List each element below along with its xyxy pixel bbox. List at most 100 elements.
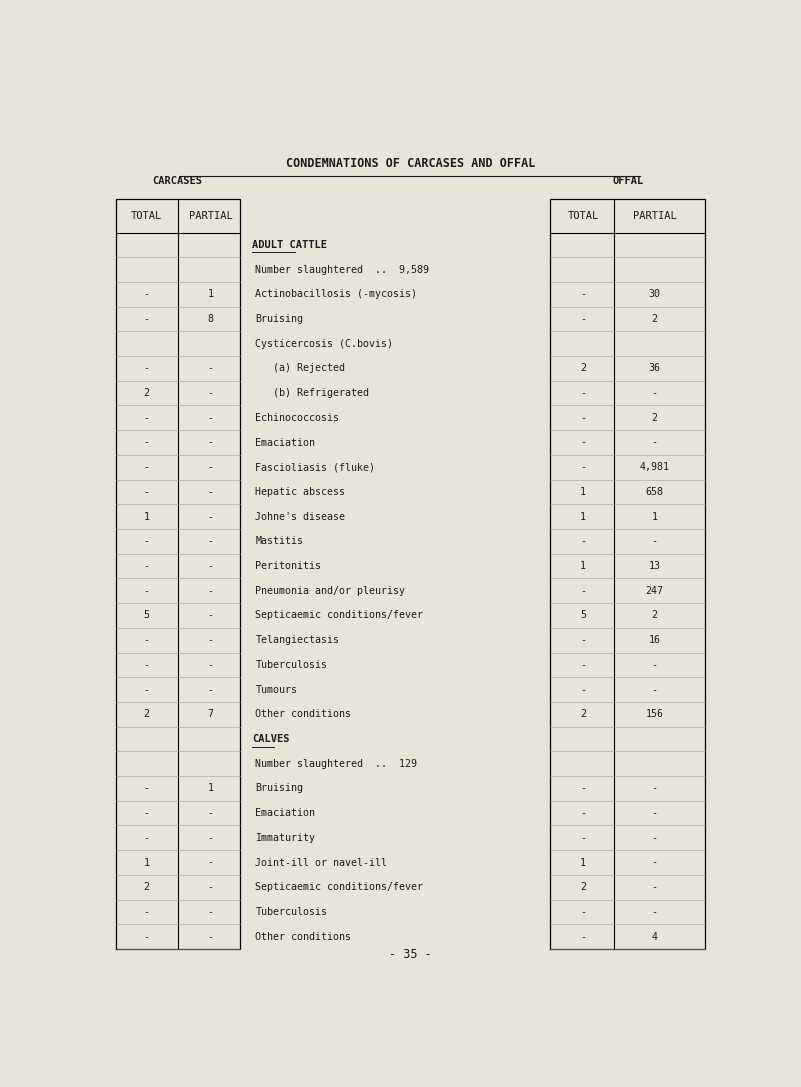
Text: -: - <box>207 660 214 670</box>
Text: Septicaemic conditions/fever: Septicaemic conditions/fever <box>256 883 423 892</box>
Text: 658: 658 <box>646 487 663 497</box>
Text: -: - <box>143 833 150 842</box>
Text: -: - <box>580 388 586 398</box>
Text: -: - <box>207 487 214 497</box>
Text: -: - <box>143 660 150 670</box>
Text: -: - <box>143 314 150 324</box>
Text: -: - <box>207 635 214 646</box>
Text: -: - <box>143 907 150 917</box>
Text: -: - <box>207 611 214 621</box>
Text: -: - <box>651 685 658 695</box>
Text: 13: 13 <box>649 561 661 571</box>
Text: PARTIAL: PARTIAL <box>189 211 232 221</box>
Text: Pneumonia and/or pleurisy: Pneumonia and/or pleurisy <box>256 586 405 596</box>
Text: Telangiectasis: Telangiectasis <box>256 635 340 646</box>
Text: -: - <box>580 438 586 448</box>
Text: -: - <box>143 487 150 497</box>
Text: -: - <box>207 388 214 398</box>
Text: OFFAL: OFFAL <box>612 176 643 187</box>
Text: 2: 2 <box>651 314 658 324</box>
Text: -: - <box>580 536 586 547</box>
Text: ADULT CATTLE: ADULT CATTLE <box>252 240 328 250</box>
Text: 2: 2 <box>580 710 586 720</box>
Text: 16: 16 <box>649 635 661 646</box>
Text: 1: 1 <box>580 512 586 522</box>
Text: TOTAL: TOTAL <box>567 211 598 221</box>
Text: -: - <box>207 685 214 695</box>
Text: CONDEMNATIONS OF CARCASES AND OFFAL: CONDEMNATIONS OF CARCASES AND OFFAL <box>286 158 535 171</box>
Text: -: - <box>580 289 586 299</box>
Text: -: - <box>651 833 658 842</box>
Text: 1: 1 <box>580 561 586 571</box>
Text: (a) Rejected: (a) Rejected <box>256 363 345 374</box>
Text: 5: 5 <box>143 611 150 621</box>
Text: Number slaughtered  ..  9,589: Number slaughtered .. 9,589 <box>256 264 429 275</box>
Text: 36: 36 <box>649 363 661 374</box>
Text: -: - <box>207 438 214 448</box>
Text: 2: 2 <box>143 388 150 398</box>
Text: 156: 156 <box>646 710 663 720</box>
Text: -: - <box>143 586 150 596</box>
Text: 247: 247 <box>646 586 663 596</box>
Text: Tuberculosis: Tuberculosis <box>256 660 328 670</box>
Text: -: - <box>580 932 586 941</box>
Text: -: - <box>207 932 214 941</box>
Text: 1: 1 <box>207 784 214 794</box>
Text: Emaciation: Emaciation <box>256 438 316 448</box>
Text: Number slaughtered  ..  129: Number slaughtered .. 129 <box>256 759 417 769</box>
Text: - 35 -: - 35 - <box>389 948 432 961</box>
Text: -: - <box>580 314 586 324</box>
Text: -: - <box>651 438 658 448</box>
Text: -: - <box>651 388 658 398</box>
Text: -: - <box>580 586 586 596</box>
Text: -: - <box>580 833 586 842</box>
Text: -: - <box>580 685 586 695</box>
Text: 4,981: 4,981 <box>639 462 670 472</box>
Text: -: - <box>580 413 586 423</box>
Text: -: - <box>207 536 214 547</box>
Text: 2: 2 <box>651 413 658 423</box>
Text: Fascioliasis (fluke): Fascioliasis (fluke) <box>256 462 376 472</box>
Text: CALVES: CALVES <box>252 734 290 744</box>
Text: -: - <box>143 932 150 941</box>
Text: 1: 1 <box>580 858 586 867</box>
Text: -: - <box>580 462 586 472</box>
Text: Echinococcosis: Echinococcosis <box>256 413 340 423</box>
Text: 8: 8 <box>207 314 214 324</box>
Text: -: - <box>580 784 586 794</box>
Text: 4: 4 <box>651 932 658 941</box>
Text: 2: 2 <box>143 883 150 892</box>
Text: 7: 7 <box>207 710 214 720</box>
Text: Hepatic abscess: Hepatic abscess <box>256 487 345 497</box>
Text: Cysticercosis (C.bovis): Cysticercosis (C.bovis) <box>256 339 393 349</box>
Text: Bruising: Bruising <box>256 314 304 324</box>
Text: -: - <box>651 660 658 670</box>
Text: -: - <box>651 907 658 917</box>
Text: -: - <box>580 808 586 819</box>
Text: (b) Refrigerated: (b) Refrigerated <box>256 388 369 398</box>
Text: Emaciation: Emaciation <box>256 808 316 819</box>
Text: PARTIAL: PARTIAL <box>633 211 676 221</box>
Text: 1: 1 <box>651 512 658 522</box>
Text: -: - <box>143 462 150 472</box>
Text: Other conditions: Other conditions <box>256 932 352 941</box>
Text: 1: 1 <box>207 289 214 299</box>
Text: -: - <box>143 536 150 547</box>
Text: -: - <box>207 462 214 472</box>
Text: -: - <box>207 883 214 892</box>
Text: -: - <box>207 561 214 571</box>
Text: -: - <box>207 413 214 423</box>
Text: -: - <box>143 685 150 695</box>
Text: -: - <box>143 289 150 299</box>
Text: -: - <box>580 635 586 646</box>
Text: Bruising: Bruising <box>256 784 304 794</box>
Text: -: - <box>651 784 658 794</box>
Text: -: - <box>651 808 658 819</box>
Text: TOTAL: TOTAL <box>131 211 163 221</box>
Text: 2: 2 <box>580 883 586 892</box>
Text: -: - <box>651 883 658 892</box>
Text: -: - <box>143 635 150 646</box>
Text: -: - <box>651 536 658 547</box>
Text: CARCASES: CARCASES <box>153 176 203 187</box>
Text: Tumours: Tumours <box>256 685 297 695</box>
